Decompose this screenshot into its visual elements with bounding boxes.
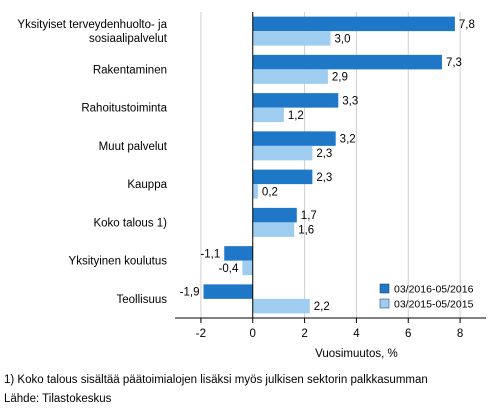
value-label-series1-3: 3,2 bbox=[340, 134, 356, 146]
x-tick-label-1: 0 bbox=[250, 328, 256, 340]
value-label-series1-5: 1,7 bbox=[301, 210, 317, 222]
category-label-6: Yksityinen koulutus bbox=[69, 256, 168, 268]
bar-series1-1 bbox=[252, 54, 442, 70]
category-label-3: Muut palvelut bbox=[99, 141, 168, 153]
category-label-5: Koko talous 1) bbox=[93, 217, 167, 229]
bar-series2-7 bbox=[252, 298, 310, 314]
category-label-1: Rakentaminen bbox=[93, 64, 167, 76]
bar-series2-6 bbox=[242, 260, 253, 276]
bar-series1-2 bbox=[252, 93, 339, 108]
bar-series2-4 bbox=[252, 184, 258, 199]
value-label-series1-7: -1,9 bbox=[180, 287, 200, 299]
legend-label-1: 03/2016-05/2016 bbox=[394, 284, 474, 296]
value-label-series2-7: 2,2 bbox=[314, 301, 330, 313]
legend-swatch-1 bbox=[379, 283, 390, 294]
legend-label-2: 03/2015-05/2015 bbox=[394, 299, 474, 311]
x-tick-label-4: 6 bbox=[405, 328, 411, 340]
value-label-series2-0: 3,0 bbox=[335, 33, 351, 45]
bar-series1-4 bbox=[252, 169, 313, 185]
x-tick-label-2: 2 bbox=[301, 328, 307, 340]
value-label-series1-2: 3,3 bbox=[342, 95, 358, 107]
category-label-0-line1: sosiaalipalvelut bbox=[89, 33, 168, 45]
category-label-7: Teollisuus bbox=[117, 294, 168, 306]
value-label-series1-1: 7,3 bbox=[446, 57, 462, 69]
bar-series1-3 bbox=[252, 131, 336, 146]
bar-series2-3 bbox=[252, 145, 313, 161]
bar-series1-7 bbox=[203, 284, 253, 299]
value-label-series1-4: 2,3 bbox=[316, 172, 332, 184]
x-axis-title: Vuosimuutos, % bbox=[315, 348, 398, 360]
bar-series2-2 bbox=[252, 107, 284, 123]
bar-series1-5 bbox=[252, 207, 297, 223]
value-label-series2-6: -0,4 bbox=[219, 263, 239, 275]
bar-series2-5 bbox=[252, 222, 295, 237]
value-label-series2-5: 1,6 bbox=[298, 225, 314, 237]
footnote-note: 1) Koko talous sisältää päätoimialojen l… bbox=[4, 374, 428, 386]
bar-chart: 7,8 3,0 Yksityiset terveydenhuolto- ja sosi… bbox=[17, 12, 486, 360]
category-label-0-line0: Yksityiset terveydenhuolto- ja bbox=[17, 19, 167, 31]
x-tick-label-0: -2 bbox=[196, 328, 206, 340]
value-label-series2-3: 2,3 bbox=[316, 148, 332, 160]
x-tick-label-3: 4 bbox=[353, 328, 360, 340]
value-label-series1-0: 7,8 bbox=[459, 19, 475, 31]
footnote-source: Lähde: Tilastokeskus bbox=[4, 393, 112, 405]
value-label-series2-2: 1,2 bbox=[288, 110, 304, 122]
bar-series1-0 bbox=[252, 16, 455, 32]
legend-swatch-2 bbox=[379, 298, 390, 309]
value-label-series1-6: -1,1 bbox=[200, 248, 220, 260]
bar-series2-1 bbox=[252, 69, 328, 84]
value-label-series2-4: 0,2 bbox=[262, 186, 278, 198]
bar-series2-0 bbox=[252, 31, 331, 46]
category-label-2: Rahoitustoiminta bbox=[81, 103, 167, 115]
bar-series1-6 bbox=[224, 246, 253, 261]
value-label-series2-1: 2,9 bbox=[332, 72, 348, 84]
category-label-4: Kauppa bbox=[127, 179, 167, 191]
x-tick-label-5: 8 bbox=[457, 328, 463, 340]
